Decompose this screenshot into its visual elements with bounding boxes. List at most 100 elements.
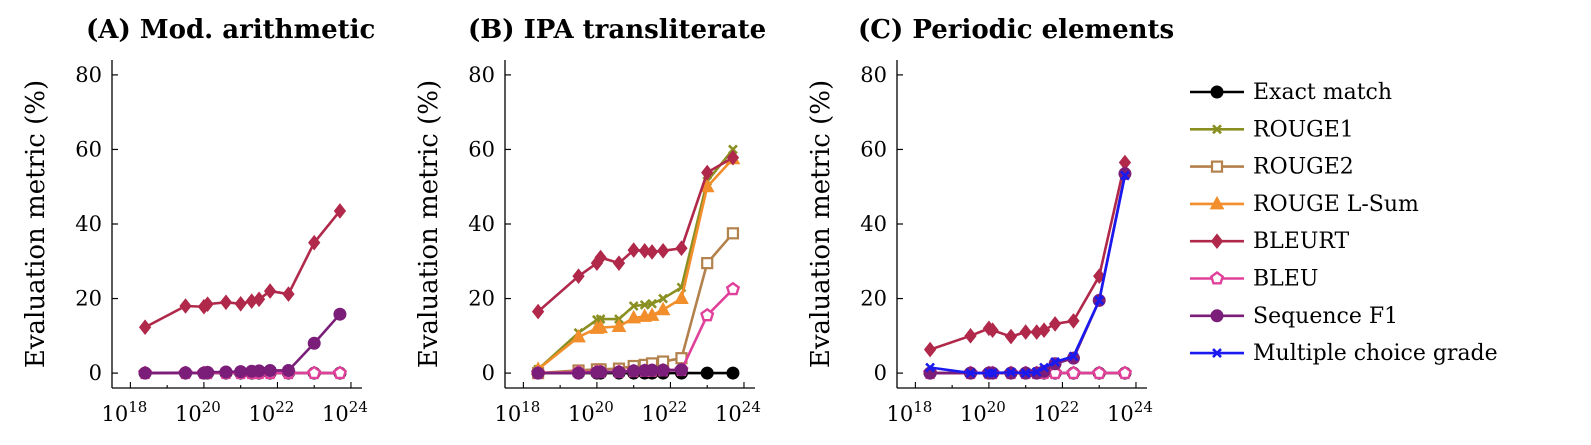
y-tick-label: 80	[468, 63, 495, 87]
series-bleurt	[923, 154, 1132, 358]
data-point	[201, 296, 214, 312]
legend-marker	[1212, 124, 1222, 135]
x-tick-label: 1024	[322, 398, 368, 426]
data-point	[1031, 367, 1042, 377]
data-point	[965, 368, 976, 379]
data-point	[1039, 362, 1049, 373]
data-point	[612, 365, 626, 379]
data-point	[1067, 313, 1080, 329]
panel-c: (C) Periodic elements Evaluation metric (…	[806, 15, 1174, 426]
legend: Exact match ROUGE1 ROUGE2 ROUGE L-Sum BLEURT…	[1190, 80, 1498, 366]
data-point	[1117, 365, 1133, 380]
data-point	[252, 291, 266, 308]
data-point	[1048, 316, 1062, 332]
legend-label: ROUGE L-Sum	[1253, 192, 1419, 217]
data-point	[1004, 328, 1018, 345]
data-point	[701, 164, 714, 181]
data-point	[611, 318, 627, 332]
y-tick-label: 0	[482, 361, 495, 385]
y-tick-label: 80	[75, 63, 102, 87]
data-point	[138, 319, 152, 336]
data-point	[1092, 365, 1107, 380]
data-point	[986, 322, 999, 339]
series-line	[537, 156, 734, 313]
y-tick-label: 40	[75, 212, 102, 236]
y-tick-label: 20	[468, 287, 495, 311]
data-point	[626, 309, 642, 324]
data-point	[1094, 295, 1105, 306]
legend-marker	[1209, 195, 1225, 210]
data-point	[307, 365, 322, 380]
panel-title: (C) Periodic elements	[858, 15, 1174, 45]
data-point	[644, 307, 660, 321]
legend-entry-rouge-l-sum: ROUGE L-Sum	[1190, 192, 1419, 217]
data-point	[594, 249, 607, 266]
legend-label: BLEURT	[1253, 229, 1350, 254]
data-point	[700, 366, 714, 380]
data-point	[726, 227, 740, 240]
data-point	[179, 298, 192, 314]
legend-marker	[1212, 348, 1222, 359]
data-point	[1120, 170, 1130, 181]
x-tick-label: 1020	[568, 398, 614, 426]
data-point	[612, 255, 626, 271]
x-tick-label: 1018	[886, 398, 932, 426]
data-point	[333, 307, 347, 321]
y-tick-label: 80	[860, 63, 887, 87]
data-point	[179, 366, 193, 380]
x-tick-label: 1018	[101, 398, 147, 426]
y-axis-label: Evaluation metric (%)	[806, 80, 836, 368]
data-point	[645, 363, 659, 377]
x-tick-label: 1018	[494, 398, 540, 426]
y-tick-label: 60	[75, 137, 102, 161]
series-sequence-f1	[531, 363, 688, 380]
panel-b: (B) IPA transliterate Evaluation metric (…	[414, 15, 766, 426]
data-point	[726, 149, 740, 166]
data-point	[1020, 368, 1031, 379]
data-point	[282, 286, 295, 302]
data-point	[307, 336, 321, 350]
data-point	[647, 298, 657, 309]
y-axis-label: Evaluation metric (%)	[414, 80, 444, 368]
x-tick-label: 1020	[960, 398, 1006, 426]
data-point	[656, 363, 670, 377]
data-point	[987, 368, 998, 379]
x-tick-label: 1024	[715, 398, 761, 426]
y-tick-label: 40	[468, 212, 495, 236]
legend-label: ROUGE1	[1253, 117, 1354, 142]
data-point	[701, 257, 714, 270]
data-point	[923, 341, 937, 358]
data-point	[628, 301, 639, 311]
data-point	[263, 363, 277, 377]
legend-marker	[1209, 271, 1225, 285]
data-point	[219, 294, 233, 311]
data-point	[263, 283, 277, 299]
data-point	[252, 364, 266, 378]
legend-entry-bleu: BLEU	[1190, 267, 1318, 292]
y-tick-label: 0	[874, 361, 887, 385]
data-point	[675, 240, 688, 257]
data-point	[593, 319, 608, 334]
data-point	[627, 242, 640, 258]
data-point	[674, 290, 689, 305]
x-tick-label: 1022	[642, 398, 688, 426]
data-point	[674, 363, 688, 377]
legend-marker	[1210, 309, 1224, 323]
data-point	[1037, 322, 1051, 339]
data-point	[964, 328, 977, 344]
data-point	[531, 303, 545, 320]
series-multiple-choice-grade	[925, 170, 1130, 379]
data-point	[1066, 365, 1081, 380]
x-tick-label: 1022	[1034, 398, 1080, 426]
data-point	[627, 364, 641, 378]
data-point	[234, 365, 248, 379]
legend-marker	[1210, 160, 1224, 173]
data-point	[571, 328, 586, 343]
y-tick-label: 60	[860, 137, 887, 161]
series-line	[929, 162, 1127, 351]
legend-marker	[1210, 233, 1224, 250]
legend-label: Sequence F1	[1253, 304, 1398, 329]
data-point	[1006, 367, 1016, 378]
data-point	[594, 365, 608, 379]
